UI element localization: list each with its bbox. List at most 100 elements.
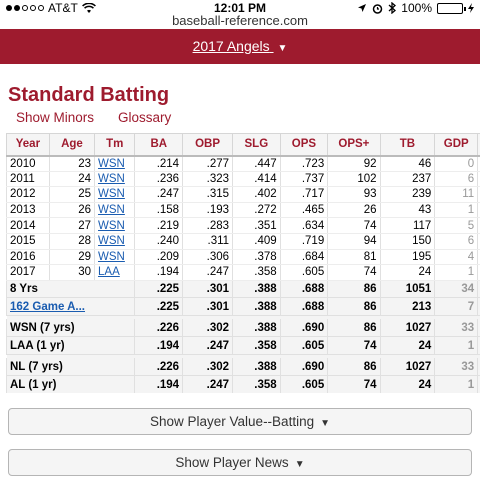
cell-ops: .717 <box>279 186 329 203</box>
cell-obp: .277 <box>182 155 234 172</box>
team-link[interactable]: WSN <box>98 250 125 263</box>
cell-obp: .301 <box>182 280 234 299</box>
cell-h <box>477 171 480 188</box>
team-link[interactable]: WSN <box>98 204 125 217</box>
cell-ops: .737 <box>279 171 329 188</box>
cell-gdp: 33 <box>434 319 479 338</box>
team-link[interactable]: WSN <box>98 188 125 201</box>
cell-year: 2014 <box>6 217 50 234</box>
totals-row: 8 Yrs .225 .301 .388 .688 86 1051 34 <box>6 280 480 299</box>
cell-tb: 195 <box>379 249 436 266</box>
team-link[interactable]: LAA <box>98 266 120 279</box>
team-selector[interactable]: 2017 Angels ▼ <box>193 38 288 54</box>
status-bar: AT&T 12:01 PM 100% <box>0 0 480 16</box>
cell-ops-plus: 102 <box>327 171 381 188</box>
cell-ba: .225 <box>134 297 184 316</box>
batting-table-container[interactable]: Year Age Tm BA OBP SLG OPS OPS+ TB GDP H… <box>6 133 480 393</box>
totals-row: LAA (1 yr) .194 .247 .358 .605 74 24 1 <box>6 336 480 355</box>
team-link[interactable]: WSN <box>98 157 125 170</box>
header-tb[interactable]: TB <box>379 133 436 157</box>
cell-gdp: 11 <box>434 186 479 203</box>
header-ba[interactable]: BA <box>134 133 184 157</box>
cell-h <box>477 217 480 234</box>
table-row: 2015 28 WSN .240 .311 .409 .719 94 150 6 <box>6 233 480 250</box>
signal-icon <box>6 5 44 11</box>
cell-slg: .447 <box>232 155 281 172</box>
status-time: 12:01 PM <box>213 1 267 15</box>
cell-ops-plus: 74 <box>327 264 381 281</box>
cell-obp: .301 <box>182 297 234 316</box>
cell-year: 2013 <box>6 202 50 219</box>
team-nav-bar: 2017 Angels ▼ <box>0 29 480 64</box>
table-row: 2012 25 WSN .247 .315 .402 .717 93 239 1… <box>6 186 480 203</box>
cell-obp: .302 <box>182 358 234 377</box>
header-gdp[interactable]: GDP <box>434 133 479 157</box>
cell-h <box>477 186 480 203</box>
cell-tb: 239 <box>379 186 436 203</box>
cell-slg: .351 <box>232 217 281 234</box>
table-row: 2011 24 WSN .236 .323 .414 .737 102 237 … <box>6 171 480 188</box>
header-ops-plus[interactable]: OPS+ <box>327 133 381 157</box>
cell-ba: .240 <box>134 233 184 250</box>
cell-slg: .388 <box>232 297 281 316</box>
header-h[interactable]: H <box>477 133 480 157</box>
cell-tb: 24 <box>379 264 436 281</box>
cell-age: 30 <box>48 264 96 281</box>
table-row: 2014 27 WSN .219 .283 .351 .634 74 117 5 <box>6 217 480 234</box>
cell-gdp: 4 <box>434 249 479 266</box>
team-link[interactable]: WSN <box>98 219 125 232</box>
cell-tb: 46 <box>379 155 436 172</box>
totals-row: AL (1 yr) .194 .247 .358 .605 74 24 1 <box>6 375 480 393</box>
cell-age: 24 <box>48 171 96 188</box>
cell-ba: .194 <box>134 375 184 393</box>
header-obp[interactable]: OBP <box>182 133 234 157</box>
cell-h <box>477 375 480 393</box>
battery-percent: 100% <box>401 1 432 15</box>
cell-ops-plus: 93 <box>327 186 381 203</box>
cell-slg: .388 <box>232 358 281 377</box>
header-slg[interactable]: SLG <box>232 133 281 157</box>
cell-obp: .283 <box>182 217 234 234</box>
cell-team: WSN <box>94 249 136 266</box>
cell-ops: .605 <box>279 375 329 393</box>
cell-ops-plus: 74 <box>327 336 381 355</box>
cell-h <box>477 358 480 377</box>
cell-age: 28 <box>48 233 96 250</box>
alarm-icon <box>373 3 383 14</box>
cell-ops-plus: 81 <box>327 249 381 266</box>
cell-h <box>477 297 480 316</box>
cell-age: 27 <box>48 217 96 234</box>
cell-year: 2016 <box>6 249 50 266</box>
header-tm[interactable]: Tm <box>94 133 136 157</box>
cell-ops-plus: 86 <box>327 297 381 316</box>
cell-slg: .402 <box>232 186 281 203</box>
show-player-value-button[interactable]: Show Player Value--Batting ▼ <box>8 408 472 435</box>
cell-ba: .247 <box>134 186 184 203</box>
show-player-news-button[interactable]: Show Player News ▼ <box>8 449 472 476</box>
cell-h <box>477 280 480 299</box>
header-age[interactable]: Age <box>48 133 96 157</box>
header-ops[interactable]: OPS <box>279 133 329 157</box>
cell-tb: 150 <box>379 233 436 250</box>
cell-obp: .193 <box>182 202 234 219</box>
cell-tb: 24 <box>379 375 436 393</box>
team-link[interactable]: WSN <box>98 172 125 185</box>
cell-ops-plus: 86 <box>327 358 381 377</box>
totals-label: LAA (1 yr) <box>6 336 136 355</box>
url-bar[interactable]: baseball-reference.com <box>172 13 308 28</box>
cell-ba: .194 <box>134 264 184 281</box>
cell-team: LAA <box>94 264 136 281</box>
cell-age: 26 <box>48 202 96 219</box>
table-row: 2016 29 WSN .209 .306 .378 .684 81 195 4 <box>6 249 480 266</box>
header-year[interactable]: Year <box>6 133 50 157</box>
glossary-link[interactable]: Glossary <box>118 110 172 125</box>
charging-icon <box>468 3 474 13</box>
team-link[interactable]: WSN <box>98 235 125 248</box>
162-game-avg-link[interactable]: 162 Game A... <box>10 300 86 313</box>
batting-table: Year Age Tm BA OBP SLG OPS OPS+ TB GDP H… <box>6 133 480 393</box>
cell-gdp: 1 <box>434 202 479 219</box>
cell-ops-plus: 86 <box>327 319 381 338</box>
show-minors-link[interactable]: Show Minors <box>16 110 95 125</box>
chevron-down-icon: ▼ <box>320 418 330 429</box>
battery-icon <box>437 2 466 14</box>
